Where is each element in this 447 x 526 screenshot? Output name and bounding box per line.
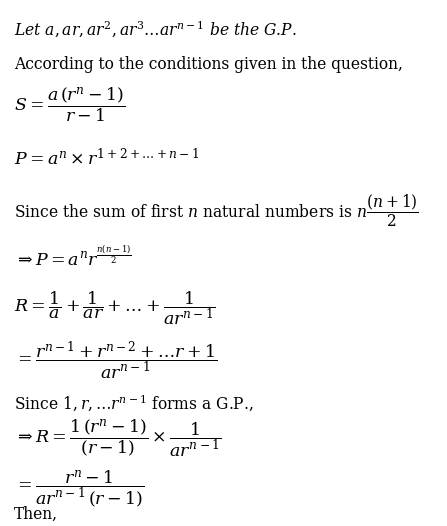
Text: Since the sum of first $n$ natural numbers is $n\dfrac{(n + 1)}{2}$: Since the sum of first $n$ natural numbe… bbox=[14, 192, 419, 229]
Text: $\Rightarrow R = \dfrac{1\,(r^n - 1)}{(r - 1)} \times \dfrac{1}{ar^{n-1}}$: $\Rightarrow R = \dfrac{1\,(r^n - 1)}{(r… bbox=[14, 418, 222, 459]
Text: $S = \dfrac{a\,(r^n - 1)}{r - 1}$: $S = \dfrac{a\,(r^n - 1)}{r - 1}$ bbox=[14, 86, 125, 125]
Text: $= \dfrac{r^n - 1}{ar^{n-1}\,(r - 1)}$: $= \dfrac{r^n - 1}{ar^{n-1}\,(r - 1)}$ bbox=[14, 468, 144, 509]
Text: Let $a, ar, ar^2, ar^3\ldots ar^{n-1}$ be the G.P.: Let $a, ar, ar^2, ar^3\ldots ar^{n-1}$ b… bbox=[14, 18, 297, 39]
Text: According to the conditions given in the question,: According to the conditions given in the… bbox=[14, 56, 403, 73]
Text: Then,: Then, bbox=[14, 506, 58, 523]
Text: $P = a^n \times r^{1+2+\ldots+n-1}$: $P = a^n \times r^{1+2+\ldots+n-1}$ bbox=[14, 148, 199, 169]
Text: $= \dfrac{r^{n-1} + r^{n-2} +\ldots r + 1}{ar^{n-1}}$: $= \dfrac{r^{n-1} + r^{n-2} +\ldots r + … bbox=[14, 340, 217, 382]
Text: Since $1, r, \ldots r^{n-1}$ forms a G.P.,: Since $1, r, \ldots r^{n-1}$ forms a G.P… bbox=[14, 392, 254, 413]
Text: $R = \dfrac{1}{a} + \dfrac{1}{ar} +\ldots+ \dfrac{1}{ar^{n-1}}$: $R = \dfrac{1}{a} + \dfrac{1}{ar} +\ldot… bbox=[14, 289, 215, 327]
Text: $\Rightarrow P = a^n r^{\frac{n(n-1)}{2}}$: $\Rightarrow P = a^n r^{\frac{n(n-1)}{2}… bbox=[14, 245, 132, 270]
